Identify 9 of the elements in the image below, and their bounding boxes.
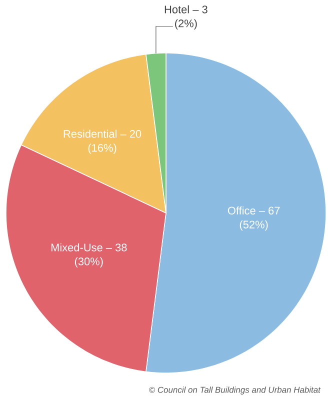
slice-label: Hotel – 3	[164, 5, 208, 14]
data-label: (30%)	[74, 257, 103, 268]
text: © Council on Tall Buildings and Urban Habitat	[149, 386, 321, 394]
slice-label: Office – 67	[228, 206, 280, 214]
slice-label: Mixed-Use – 38	[51, 243, 127, 252]
data-label: (52%)	[240, 220, 268, 231]
data-label: (16%)	[88, 144, 116, 154]
data-label: (2%)	[175, 19, 197, 30]
slice-label: Residential – 20	[64, 130, 142, 138]
